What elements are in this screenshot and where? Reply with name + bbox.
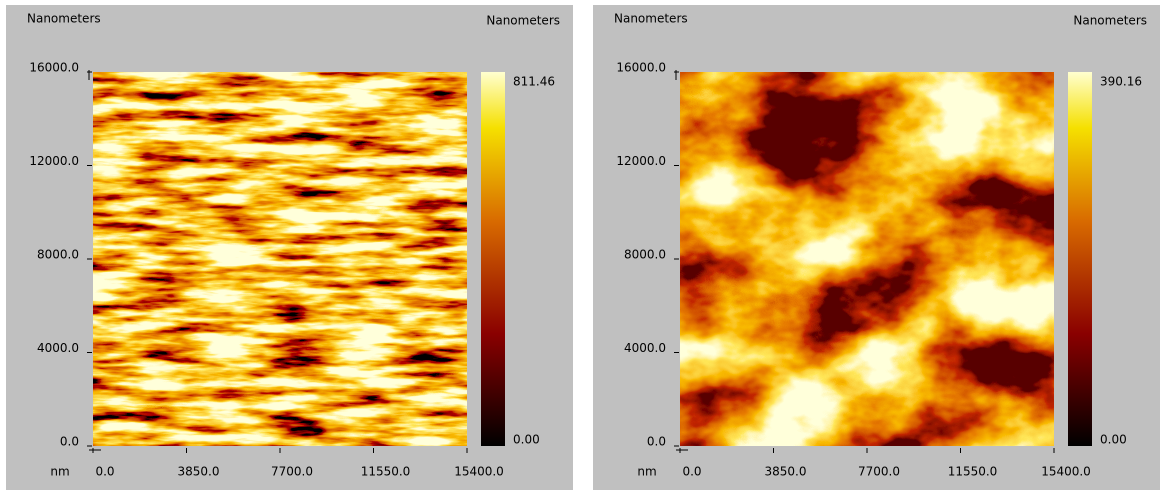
afm-image bbox=[93, 72, 467, 446]
x-tick-label: 11550.0 bbox=[361, 465, 411, 479]
colorbar bbox=[1068, 72, 1092, 446]
y-tick-label: 0.0 bbox=[647, 435, 666, 449]
x-tick-label: 11550.0 bbox=[948, 465, 998, 479]
x-unit: nm bbox=[50, 465, 69, 479]
y-tick-label: 8000.0 bbox=[37, 248, 79, 262]
y-tick-label: 4000.0 bbox=[37, 341, 79, 355]
y-tick-label: 12000.0 bbox=[29, 154, 79, 168]
x-tick-label: 7700.0 bbox=[858, 465, 900, 479]
y-tick-label: 8000.0 bbox=[624, 248, 666, 262]
y-tick-label: 16000.0 bbox=[616, 61, 666, 75]
x-tick-label: 3850.0 bbox=[178, 465, 220, 479]
colorbar-tick-label: 811.46 bbox=[513, 75, 555, 89]
colorbar-title: Nanometers bbox=[1073, 14, 1147, 28]
afm-image bbox=[680, 72, 1054, 446]
image-title: Nanometers bbox=[27, 12, 101, 26]
y-tick-label: 4000.0 bbox=[624, 341, 666, 355]
x-tick-label: 7700.0 bbox=[271, 465, 313, 479]
x-tick-label: 15400.0 bbox=[454, 465, 504, 479]
y-tick-label: 16000.0 bbox=[29, 61, 79, 75]
colorbar-tick-label: 0.00 bbox=[1100, 433, 1127, 447]
x-tick-label: 3850.0 bbox=[765, 465, 807, 479]
x-tick-label: 0.0 bbox=[682, 465, 701, 479]
y-tick-label: 0.0 bbox=[60, 435, 79, 449]
x-tick-label: 15400.0 bbox=[1041, 465, 1091, 479]
colorbar bbox=[481, 72, 505, 446]
colorbar-title: Nanometers bbox=[486, 14, 560, 28]
image-title: Nanometers bbox=[614, 12, 688, 26]
y-tick-label: 12000.0 bbox=[616, 154, 666, 168]
x-unit: nm bbox=[637, 465, 656, 479]
colorbar-tick-label: 0.00 bbox=[513, 433, 540, 447]
x-tick-label: 0.0 bbox=[95, 465, 114, 479]
colorbar-tick-label: 390.16 bbox=[1100, 75, 1142, 89]
